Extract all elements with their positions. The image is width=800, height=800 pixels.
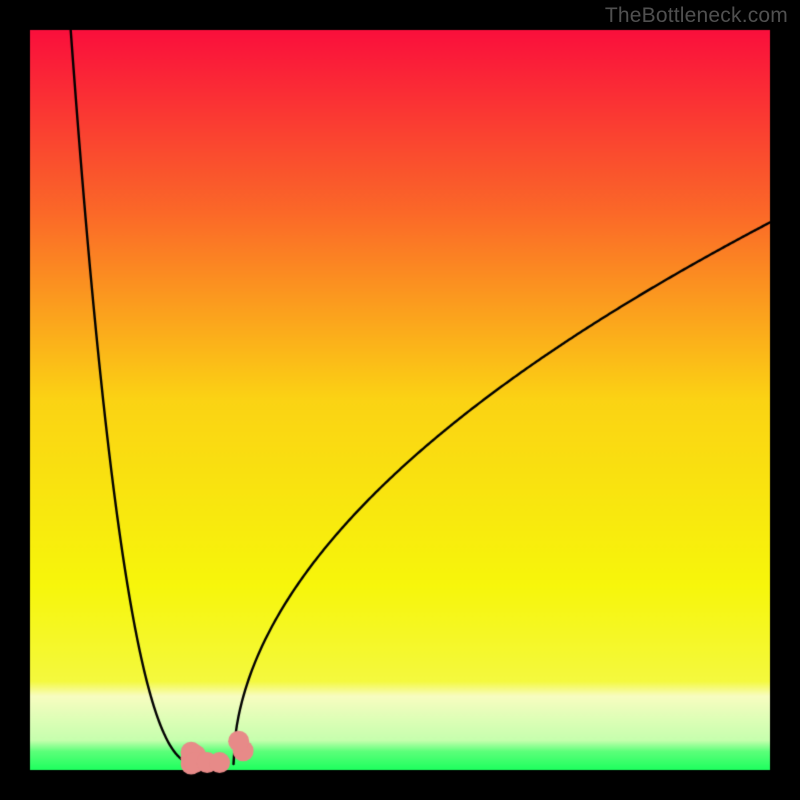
chart-stage: TheBottleneck.com (0, 0, 800, 800)
watermark-text: TheBottleneck.com (605, 4, 788, 28)
bottleneck-curve (0, 0, 800, 800)
